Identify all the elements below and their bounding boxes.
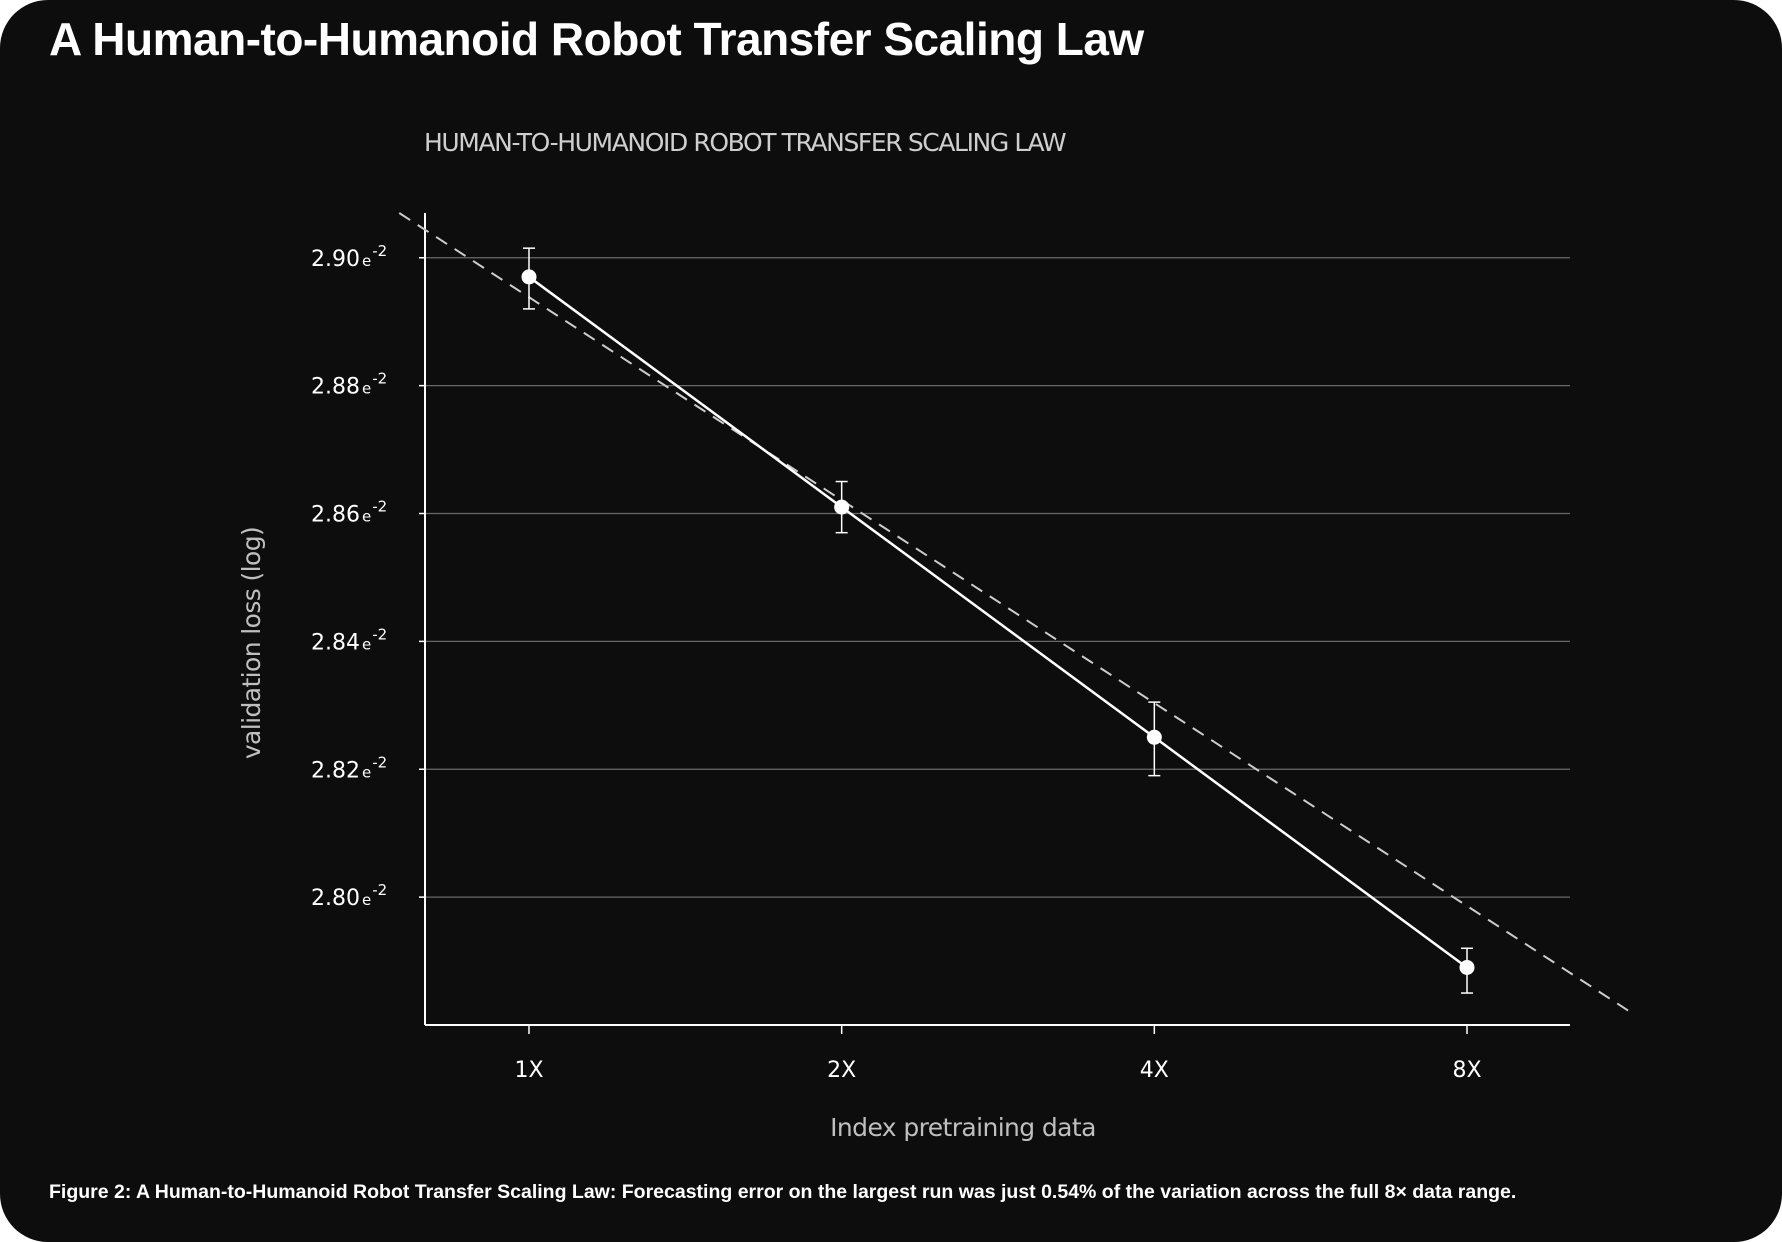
axes (419, 213, 1570, 1034)
x-axis-label: Index pretraining data (830, 1113, 1096, 1142)
data-point (1459, 959, 1475, 975)
y-tick-label: 2.84 e-2 (311, 625, 387, 655)
x-tick-label: 2X (827, 1058, 856, 1083)
y-tick-label: 2.88 e-2 (311, 370, 387, 400)
y-tick-exponent-base: e (362, 891, 371, 909)
y-tick-value: 2.80 (311, 886, 360, 911)
y-tick-exponent-power: -2 (372, 881, 387, 899)
y-tick-labels: 2.80 e-22.82 e-22.84 e-22.86 e-22.88 e-22.90 e… (311, 242, 387, 911)
y-axis-label: validation loss (log) (237, 527, 266, 759)
y-tick-exponent-base: e (362, 763, 371, 781)
y-tick-exponent-base: e (362, 380, 371, 398)
y-tick-value: 2.84 (311, 630, 360, 655)
data-point (1146, 729, 1162, 745)
y-tick-exponent-power: -2 (372, 242, 387, 260)
y-tick-value: 2.90 (311, 247, 360, 272)
x-tick-label: 4X (1140, 1058, 1169, 1083)
y-tick-exponent-base: e (362, 635, 371, 653)
y-tick-label: 2.90 e-2 (311, 242, 387, 272)
y-tick-label: 2.80 e-2 (311, 881, 387, 911)
series-layer (521, 247, 1475, 994)
fit-line-dashed (398, 212, 1632, 1014)
page-title: A Human-to-Humanoid Robot Transfer Scali… (49, 13, 1144, 65)
series-line (528, 275, 1468, 969)
figure-caption: Figure 2: A Human-to-Humanoid Robot Tran… (49, 1181, 1517, 1203)
data-point (521, 269, 537, 285)
data-point (834, 499, 850, 515)
y-tick-value: 2.88 (311, 375, 360, 400)
y-tick-exponent-power: -2 (372, 753, 387, 771)
x-tick-label: 1X (514, 1058, 543, 1083)
y-tick-exponent-power: -2 (372, 370, 387, 388)
x-tick-labels: 1X 2X 4X 8X (514, 1058, 1481, 1083)
x-tick-label: 8X (1452, 1058, 1481, 1083)
grid-layer (425, 257, 1570, 898)
y-tick-label: 2.82 e-2 (311, 753, 387, 783)
y-tick-exponent-power: -2 (372, 498, 387, 516)
y-tick-exponent-base: e (362, 252, 371, 270)
y-tick-exponent-power: -2 (372, 625, 387, 643)
y-tick-value: 2.82 (311, 758, 360, 783)
chart-title: HUMAN-TO-HUMANOID ROBOT TRANSFER SCALING… (424, 128, 1066, 157)
fit-layer (398, 212, 1632, 1014)
y-tick-label: 2.86 e-2 (311, 498, 387, 528)
y-tick-exponent-base: e (362, 508, 371, 526)
y-tick-value: 2.86 (311, 503, 360, 528)
